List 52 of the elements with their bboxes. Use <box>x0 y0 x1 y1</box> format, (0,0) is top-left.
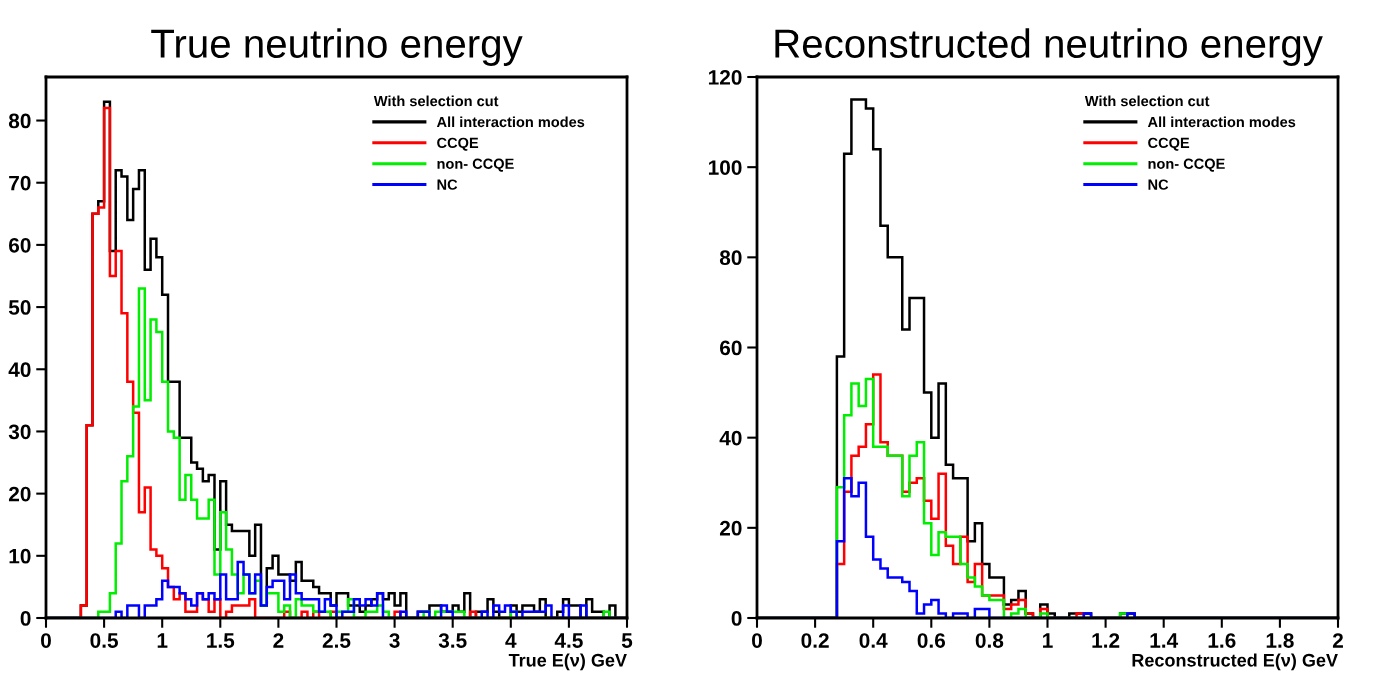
y-tick-label: 10 <box>9 548 31 564</box>
x-tick-label: 1.8 <box>1266 633 1294 648</box>
y-tick-label: 40 <box>719 430 742 446</box>
x-tick-label: 0.2 <box>801 633 829 648</box>
x-tick-label: 4 <box>505 633 517 648</box>
x-tick-label: 1.6 <box>1208 633 1236 648</box>
x-tick-label: 2.5 <box>322 633 351 648</box>
y-tick-label: 100 <box>708 160 742 175</box>
y-tick-label: 60 <box>720 340 742 356</box>
x-tick-label: 4.5 <box>554 633 583 648</box>
y-tick-label: 80 <box>719 250 742 266</box>
x-tick-label: 3 <box>389 633 400 648</box>
y-tick-label: 0 <box>731 611 742 626</box>
x-tick-label: 0 <box>41 633 51 648</box>
y-tick-label: 0 <box>20 611 31 626</box>
legend-label: NC <box>437 179 458 190</box>
x-tick-label: 5 <box>621 633 633 648</box>
y-tick-label: 60 <box>9 237 31 253</box>
x-tick-label: 0.4 <box>859 633 888 648</box>
chart-title: Reconstructed neutrino energy <box>775 28 1323 66</box>
y-tick-label: 30 <box>8 424 31 440</box>
x-axis-title: Reconstructed E(ν) GeV <box>1132 653 1338 671</box>
legend-title: With selection cut <box>1084 95 1210 107</box>
y-tick-label: 50 <box>8 300 31 315</box>
legend-title: With selection cut <box>373 95 499 107</box>
x-tick-label: 1 <box>1043 633 1053 648</box>
chart-title: True neutrino energy <box>151 28 523 66</box>
legend-label: NC <box>1148 179 1169 190</box>
x-tick-label: 0.5 <box>90 633 118 648</box>
legend-label: CCQE <box>437 137 479 151</box>
x-tick-label: 2 <box>1332 633 1343 648</box>
y-tick-label: 120 <box>708 70 742 85</box>
y-tick-label: 80 <box>8 113 31 129</box>
x-tick-label: 0.6 <box>917 633 946 648</box>
x-tick-label: 1.4 <box>1150 633 1179 648</box>
y-tick-label: 20 <box>719 520 742 536</box>
x-axis-title: True E(ν) GeV <box>508 653 627 671</box>
x-tick-label: 0 <box>752 633 762 648</box>
x-tick-label: 1 <box>157 633 168 648</box>
legend-label: All interaction modes <box>436 116 585 128</box>
x-tick-label: 3.5 <box>438 633 467 648</box>
x-tick-label: 1.5 <box>207 633 235 648</box>
legend-label: non- CCQE <box>1148 158 1225 172</box>
y-tick-label: 70 <box>9 175 31 191</box>
y-tick-label: 40 <box>8 362 31 378</box>
x-tick-label: 1.2 <box>1092 633 1120 648</box>
legend-label: All interaction modes <box>1147 116 1296 128</box>
legend-label: CCQE <box>1148 137 1190 151</box>
x-tick-label: 2 <box>273 633 284 648</box>
legend-label: non- CCQE <box>437 158 514 172</box>
x-tick-label: 0.8 <box>975 633 1004 648</box>
y-tick-label: 20 <box>8 486 31 502</box>
